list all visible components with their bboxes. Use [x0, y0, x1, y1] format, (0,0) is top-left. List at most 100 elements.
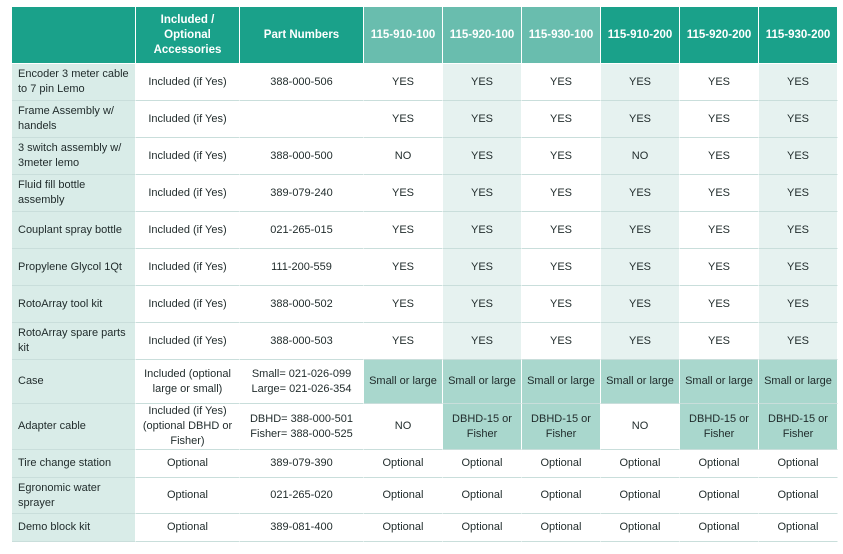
value-cell: YES: [522, 64, 601, 101]
part-number-cell: [240, 101, 364, 138]
value-cell: YES: [443, 212, 522, 249]
included-cell: Included (if Yes): [136, 175, 240, 212]
value-cell: YES: [601, 175, 680, 212]
included-cell: Optional: [136, 514, 240, 542]
value-cell: Small or large: [680, 360, 759, 404]
table-row: Couplant spray bottle Included (if Yes) …: [12, 212, 838, 249]
value-cell: YES: [601, 286, 680, 323]
feature-cell: RotoArray tool kit: [12, 286, 136, 323]
value-cell: Optional: [680, 450, 759, 478]
included-cell: Included (if Yes) (optional DBHD or Fish…: [136, 404, 240, 450]
feature-cell: Adapter cable: [12, 404, 136, 450]
table-row: Egronomic water sprayer Optional 021-265…: [12, 478, 838, 514]
value-cell: Small or large: [759, 360, 838, 404]
included-cell: Included (if Yes): [136, 64, 240, 101]
table-row: Adapter cable Included (if Yes) (optiona…: [12, 404, 838, 450]
header-included: Included / Optional Accessories: [136, 7, 240, 64]
value-cell: Optional: [680, 514, 759, 542]
included-cell: Optional: [136, 478, 240, 514]
part-number-cell: 389-079-390: [240, 450, 364, 478]
header-part-numbers: Part Numbers: [240, 7, 364, 64]
table-row: 3 switch assembly w/ 3meter lemo Include…: [12, 138, 838, 175]
feature-cell: Encoder 3 meter cable to 7 pin Lemo: [12, 64, 136, 101]
value-cell: YES: [364, 64, 443, 101]
table-row: Propylene Glycol 1Qt Included (if Yes) 1…: [12, 249, 838, 286]
value-cell: YES: [364, 175, 443, 212]
value-cell: Optional: [759, 514, 838, 542]
value-cell: YES: [522, 175, 601, 212]
included-cell: Included (if Yes): [136, 138, 240, 175]
part-number-cell: 388-000-506: [240, 64, 364, 101]
value-cell: NO: [364, 138, 443, 175]
part-number-cell: Small= 021-026-099 Large= 021-026-354: [240, 360, 364, 404]
part-number-cell: 021-265-015: [240, 212, 364, 249]
value-cell: YES: [759, 101, 838, 138]
value-cell: YES: [522, 323, 601, 360]
part-number-cell: 388-000-500: [240, 138, 364, 175]
value-cell: YES: [364, 323, 443, 360]
value-cell: NO: [364, 404, 443, 450]
value-cell: YES: [364, 286, 443, 323]
value-cell: YES: [601, 323, 680, 360]
value-cell: YES: [759, 249, 838, 286]
header-model-3: 115-930-100: [522, 7, 601, 64]
value-cell: NO: [601, 138, 680, 175]
value-cell: YES: [759, 323, 838, 360]
value-cell: YES: [680, 64, 759, 101]
feature-cell: Fluid fill bottle assembly: [12, 175, 136, 212]
value-cell: DBHD-15 or Fisher: [759, 404, 838, 450]
value-cell: Optional: [522, 478, 601, 514]
included-cell: Optional: [136, 450, 240, 478]
feature-cell: Egronomic water sprayer: [12, 478, 136, 514]
value-cell: YES: [443, 249, 522, 286]
value-cell: YES: [443, 101, 522, 138]
value-cell: YES: [680, 286, 759, 323]
value-cell: YES: [522, 101, 601, 138]
value-cell: Optional: [759, 450, 838, 478]
table-row: Fluid fill bottle assembly Included (if …: [12, 175, 838, 212]
feature-cell: Demo block kit: [12, 514, 136, 542]
value-cell: YES: [680, 249, 759, 286]
feature-cell: Propylene Glycol 1Qt: [12, 249, 136, 286]
header-model-2: 115-920-100: [443, 7, 522, 64]
header-model-4: 115-910-200: [601, 7, 680, 64]
table-row: RotoArray tool kit Included (if Yes) 388…: [12, 286, 838, 323]
value-cell: YES: [364, 249, 443, 286]
header-model-1: 115-910-100: [364, 7, 443, 64]
value-cell: Optional: [443, 478, 522, 514]
table-row: Case Included (optional large or small) …: [12, 360, 838, 404]
value-cell: Small or large: [443, 360, 522, 404]
value-cell: Small or large: [601, 360, 680, 404]
table-row: Encoder 3 meter cable to 7 pin Lemo Incl…: [12, 64, 838, 101]
feature-cell: Case: [12, 360, 136, 404]
feature-cell: Frame Assembly w/ handels: [12, 101, 136, 138]
value-cell: YES: [680, 175, 759, 212]
table-row: RotoArray spare parts kit Included (if Y…: [12, 323, 838, 360]
value-cell: YES: [680, 138, 759, 175]
value-cell: Optional: [443, 450, 522, 478]
value-cell: YES: [522, 249, 601, 286]
part-number-cell: DBHD= 388-000-501 Fisher= 388-000-525: [240, 404, 364, 450]
value-cell: YES: [680, 101, 759, 138]
value-cell: NO: [601, 404, 680, 450]
value-cell: Optional: [601, 478, 680, 514]
value-cell: Optional: [522, 514, 601, 542]
table-row: Frame Assembly w/ handels Included (if Y…: [12, 101, 838, 138]
value-cell: YES: [759, 175, 838, 212]
part-number-cell: 389-079-240: [240, 175, 364, 212]
value-cell: YES: [443, 138, 522, 175]
value-cell: YES: [364, 212, 443, 249]
value-cell: YES: [759, 286, 838, 323]
value-cell: Optional: [364, 450, 443, 478]
value-cell: Optional: [364, 514, 443, 542]
value-cell: Optional: [364, 478, 443, 514]
accessories-table-container: Included / Optional Accessories Part Num…: [12, 7, 838, 542]
value-cell: DBHD-15 or Fisher: [443, 404, 522, 450]
table-row: Demo block kit Optional 389-081-400 Opti…: [12, 514, 838, 542]
value-cell: YES: [364, 101, 443, 138]
value-cell: Optional: [759, 478, 838, 514]
value-cell: YES: [443, 323, 522, 360]
value-cell: YES: [522, 212, 601, 249]
value-cell: Optional: [443, 514, 522, 542]
part-number-cell: 388-000-502: [240, 286, 364, 323]
